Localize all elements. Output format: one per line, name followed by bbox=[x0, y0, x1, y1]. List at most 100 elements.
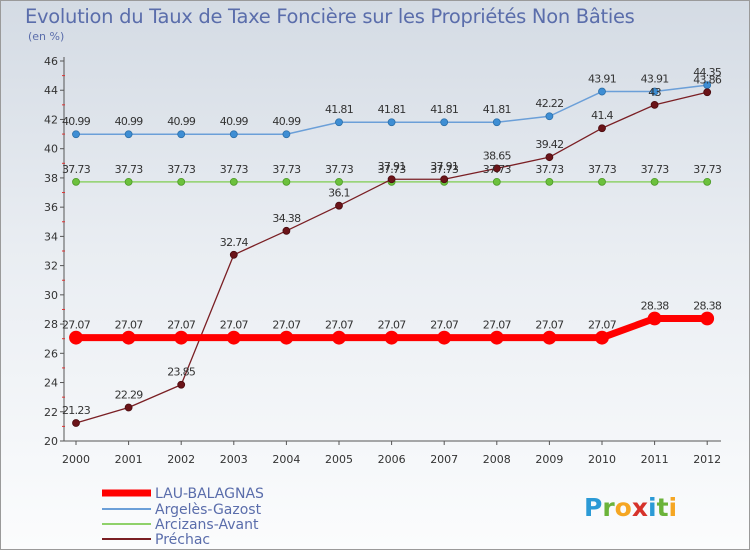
y-tick-label: 40 bbox=[44, 143, 58, 156]
point-lau-balagnas bbox=[69, 330, 83, 345]
point-arcizans-avant bbox=[598, 177, 606, 186]
point-argeles-gazost bbox=[492, 118, 501, 127]
data-labels-layer: 40.99 40.99 40.99 40.99 40.99 41.81 41.81 41.81… bbox=[62, 66, 723, 417]
point-arcizans-avant bbox=[703, 177, 712, 186]
y-tick-label: 22 bbox=[44, 406, 58, 419]
data-label-lau-balagnas: 27.07 bbox=[378, 319, 407, 332]
data-label-argeles-gazost: 41.81 bbox=[483, 103, 511, 116]
data-label-argeles-gazost: 43.91 bbox=[641, 73, 669, 86]
data-label-prechac: 21.23 bbox=[62, 404, 91, 417]
point-prechac bbox=[598, 124, 606, 133]
point-argeles-gazost bbox=[335, 118, 343, 127]
point-argeles-gazost bbox=[229, 130, 238, 139]
data-label-argeles-gazost: 43.91 bbox=[588, 73, 616, 86]
data-label-lau-balagnas: 27.07 bbox=[220, 319, 249, 332]
data-label-arcizans-avant: 37.73 bbox=[378, 163, 407, 176]
data-label-argeles-gazost: 40.99 bbox=[115, 115, 144, 128]
data-label-prechac: 32.74 bbox=[220, 236, 249, 249]
point-lau-balagnas bbox=[226, 330, 241, 345]
chart-title: Evolution du Taux de Taxe Foncière sur l… bbox=[25, 5, 635, 28]
point-prechac bbox=[72, 419, 80, 427]
data-label-argeles-gazost: 40.99 bbox=[220, 115, 249, 128]
point-argeles-gazost bbox=[124, 130, 133, 139]
data-label-arcizans-avant: 37.73 bbox=[167, 163, 196, 176]
data-label-argeles-gazost: 44.35 bbox=[693, 66, 722, 79]
x-tick-label: 2002 bbox=[167, 453, 195, 466]
point-argeles-gazost bbox=[177, 130, 186, 139]
point-argeles-gazost bbox=[598, 87, 606, 96]
legend: LAU-BALAGNASArgelès-GazostArcizans-Avant… bbox=[102, 486, 264, 548]
x-tick-label: 2009 bbox=[535, 453, 563, 466]
point-arcizans-avant bbox=[282, 177, 291, 186]
data-label-argeles-gazost: 41.81 bbox=[430, 103, 458, 116]
y-tick-label: 26 bbox=[44, 347, 58, 360]
data-label-prechac: 38.65 bbox=[483, 149, 512, 162]
point-arcizans-avant bbox=[492, 177, 501, 186]
data-label-lau-balagnas: 27.07 bbox=[272, 319, 301, 332]
point-arcizans-avant bbox=[124, 177, 133, 186]
data-label-lau-balagnas: 27.07 bbox=[483, 319, 512, 332]
x-tick-label: 2000 bbox=[62, 453, 90, 466]
point-prechac bbox=[229, 250, 238, 259]
point-lau-balagnas bbox=[174, 330, 189, 345]
proxiti-logo: Proxiti bbox=[584, 493, 677, 522]
data-label-lau-balagnas: 28.38 bbox=[641, 300, 670, 313]
data-label-arcizans-avant: 37.73 bbox=[220, 163, 249, 176]
y-tick-label: 46 bbox=[44, 55, 58, 68]
y-tick-label: 28 bbox=[44, 318, 58, 331]
data-label-arcizans-avant: 37.73 bbox=[641, 163, 670, 176]
point-arcizans-avant bbox=[650, 177, 659, 186]
point-prechac bbox=[440, 175, 449, 184]
point-prechac bbox=[650, 100, 659, 109]
data-label-arcizans-avant: 37.73 bbox=[535, 163, 564, 176]
point-lau-balagnas bbox=[700, 311, 715, 326]
point-arcizans-avant bbox=[335, 177, 343, 186]
point-prechac bbox=[492, 164, 501, 173]
data-label-lau-balagnas: 27.07 bbox=[167, 319, 196, 332]
legend-label-argeles-gazost: Argelès-Gazost bbox=[155, 502, 262, 518]
x-tick-label: 2001 bbox=[115, 453, 143, 466]
point-arcizans-avant bbox=[177, 177, 186, 186]
point-argeles-gazost bbox=[545, 112, 554, 121]
y-tick-label: 44 bbox=[44, 84, 58, 97]
point-argeles-gazost bbox=[72, 130, 80, 139]
data-label-arcizans-avant: 37.73 bbox=[483, 163, 512, 176]
x-tick-label: 2010 bbox=[588, 453, 616, 466]
point-prechac bbox=[703, 88, 712, 97]
data-label-prechac: 43 bbox=[648, 86, 661, 99]
point-argeles-gazost bbox=[387, 118, 396, 127]
point-lau-balagnas bbox=[279, 330, 294, 345]
data-label-argeles-gazost: 41.81 bbox=[325, 103, 353, 116]
y-tick-label: 36 bbox=[44, 201, 58, 214]
data-label-arcizans-avant: 37.73 bbox=[588, 163, 617, 176]
point-arcizans-avant bbox=[545, 177, 554, 186]
point-arcizans-avant bbox=[72, 177, 80, 186]
x-tick-label: 2005 bbox=[325, 453, 353, 466]
series-layer bbox=[69, 81, 715, 427]
x-tick-label: 2007 bbox=[430, 453, 458, 466]
point-lau-balagnas bbox=[489, 330, 504, 345]
point-prechac bbox=[282, 226, 291, 235]
point-prechac bbox=[387, 175, 396, 184]
data-label-argeles-gazost: 40.99 bbox=[167, 115, 196, 128]
y-tick-label: 20 bbox=[44, 435, 58, 448]
point-lau-balagnas bbox=[332, 330, 346, 345]
y-tick-label: 38 bbox=[44, 172, 58, 185]
point-prechac bbox=[124, 403, 133, 412]
y-tick-label: 30 bbox=[44, 289, 58, 302]
data-label-prechac: 34.38 bbox=[272, 212, 301, 225]
data-label-argeles-gazost: 42.22 bbox=[535, 97, 563, 110]
data-label-argeles-gazost: 41.81 bbox=[378, 103, 406, 116]
data-label-lau-balagnas: 27.07 bbox=[115, 319, 144, 332]
point-lau-balagnas bbox=[595, 330, 609, 345]
data-label-lau-balagnas: 27.07 bbox=[588, 319, 617, 332]
data-label-lau-balagnas: 27.07 bbox=[535, 319, 564, 332]
point-arcizans-avant bbox=[229, 177, 238, 186]
data-label-prechac: 22.29 bbox=[115, 389, 144, 402]
point-lau-balagnas bbox=[542, 330, 557, 345]
data-label-arcizans-avant: 37.73 bbox=[325, 163, 354, 176]
point-prechac bbox=[177, 380, 186, 389]
data-label-lau-balagnas: 27.07 bbox=[325, 319, 354, 332]
